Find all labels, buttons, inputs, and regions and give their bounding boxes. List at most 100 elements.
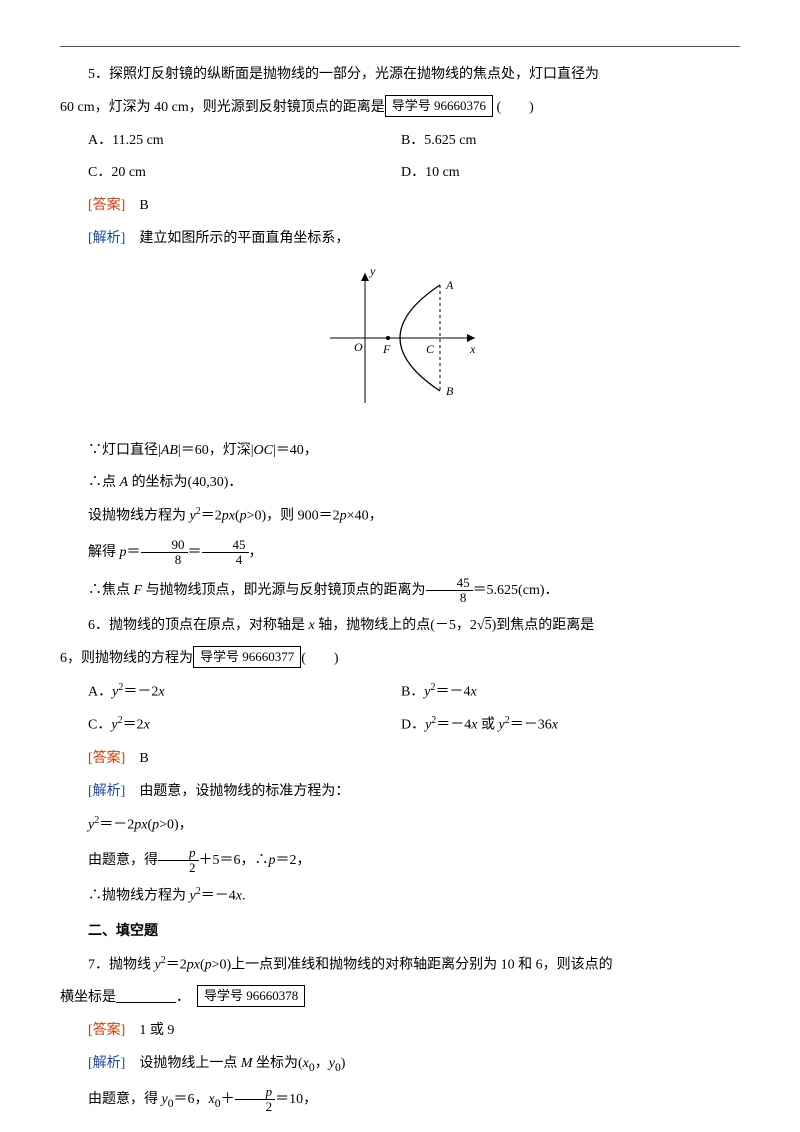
q5-s4-eq2: ＝ [188,545,202,560]
oc-x: x [144,718,150,733]
q6-s3-pre: ∴抛物线方程为 [88,889,190,904]
q5-s2-pre: ∴点 [88,475,120,490]
q6-step3: ∴抛物线方程为 y2＝－4x. [60,881,740,912]
q5-s3-eq1p: ＝2 [201,509,222,524]
ob-pre: B． [401,685,424,700]
frac-den: 4 [202,553,249,567]
q5-number: 5． [88,67,109,82]
q6-opts-row2: C．y2＝2x D．y2＝－4x 或 y2＝－36x [60,710,740,741]
q7-s1-end: ＝10， [275,1092,317,1107]
q7-eq: ＝2 [166,957,187,972]
q5-s4-eq: ＝ [127,545,141,560]
ob-post: ＝－4 [436,685,471,700]
q5-s3-gt: >0)，则 900＝2 [247,509,340,524]
q7-text-pre: 抛物线 [109,957,155,972]
q6-s3-end: . [242,889,246,904]
analysis-label: [解析] [88,784,125,799]
q5-cont: 60 cm，灯深为 40 cm，则光源到反射镜顶点的距离是 [60,100,385,115]
q5-step4: 解得 p＝908＝454， [60,535,740,571]
diagram-O: O [354,340,363,354]
od-mid2: ＝－36 [510,718,552,733]
q6-paren: ( ) [301,651,338,666]
frac-den: 2 [158,861,199,875]
q5-s3-p2: p [240,509,247,524]
oa-pre: A． [88,685,112,700]
diagram-B: B [446,384,454,398]
q6-line1: 6．抛物线的顶点在原点，对称轴是 x 轴，抛物线上的点(－5，2√5)到焦点的距… [60,611,740,642]
q7-ans: 1 或 9 [139,1023,174,1038]
q6-optD: D．y2＝－4x 或 y2＝－36x [401,710,740,741]
q5-optA: A．11.25 cm [88,126,401,157]
q6-text-mid: 轴，抛物线上的点(－5，2 [315,618,477,633]
q7-comma: ， [315,1056,329,1071]
q7-M: M [241,1056,253,1071]
q5-s4-pre: 解得 [88,545,120,560]
q5-step3: 设抛物线方程为 y2＝2px(p>0)，则 900＝2p×40， [60,501,740,532]
q6-optB: B．y2＝－4x [401,677,740,708]
sqrt-symbol: √ [477,618,485,633]
diagram-A: A [445,278,454,292]
diagram-y-label: y [369,264,376,278]
q6-cont-pre: 6，则抛物线的方程为 [60,651,193,666]
q7-px: px [187,957,200,972]
frac-45-8: 458 [426,576,473,606]
q6-step1: y2＝－2px(p>0)， [60,810,740,841]
q5-s5-f: F [134,583,143,598]
diagram-x-label: x [469,342,476,356]
q6-text-pre: 抛物线的顶点在原点，对称轴是 [109,618,309,633]
q6-s2-mid: ＋5＝6，∴ [199,853,269,868]
document-body: 5．探照灯反射镜的纵断面是抛物线的一部分，光源在抛物线的焦点处，灯口直径为 60… [60,60,740,1119]
q5-opts-row1: A．11.25 cm B．5.625 cm [60,126,740,157]
q5-s1-ab: AB [161,443,178,458]
q5-s4-comma: ， [249,545,263,560]
q6-num: 6． [88,618,109,633]
q7-p2: p [205,957,212,972]
q7-analysis: [解析] 设抛物线上一点 M 坐标为(x0，y0) [60,1049,740,1080]
q6-answer: [答案] B [60,744,740,775]
q6-text-post: )到焦点的距离是 [492,618,595,633]
q5-step1: ∵灯口直径|AB|＝60，灯深|OC|＝40， [60,436,740,467]
q5-s5-end: ＝5.625(cm)． [473,583,559,598]
frac-den: 8 [141,553,188,567]
q7-line2: 横坐标是． 导学号 96660378 [60,983,740,1014]
diagram-F: F [382,342,391,356]
od-x2: x [552,718,558,733]
q6-ans: B [139,751,148,766]
frac-p-2: p2 [158,846,199,876]
oa-post: ＝－2 [123,685,158,700]
q6-s1-mid: ＝－2 [99,817,134,832]
frac-45-4: 454 [202,538,249,568]
parabola-figure: y x O F C A B [310,263,490,413]
q5-ref-box: 导学号 96660376 [385,95,493,117]
q6-opts-row1: A．y2＝－2x B．y2＝－4x [60,677,740,708]
q6-line2: 6，则抛物线的方程为导学号 96660377( ) [60,644,740,675]
frac-90-8: 908 [141,538,188,568]
q7-text-mid: >0)上一点到准线和抛物线的对称轴距离分别为 10 和 6，则该点的 [212,957,613,972]
q7-step1: 由题意，得 y0＝6，x0＋p2＝10， [60,1082,740,1119]
answer-label: [答案] [88,1023,125,1038]
q5-line2: 60 cm，灯深为 40 cm，则光源到反射镜顶点的距离是导学号 9666037… [60,93,740,124]
q5-s3-end: ×40， [347,509,383,524]
q6-analysis-lead: [解析] 由题意，设抛物线的标准方程为： [60,777,740,808]
q5-s1-mid1: |＝60，灯深| [178,443,254,458]
q5-step5: ∴焦点 F 与抛物线顶点，即光源与反射镜顶点的距离为458＝5.625(cm)． [60,573,740,609]
sqrt-5: 5 [485,618,492,633]
q5-s3-pre: 设抛物线方程为 [88,509,190,524]
q7-ref-box: 导学号 96660378 [197,985,305,1007]
q7-ana-end: ) [341,1056,346,1071]
q5-opts-row2: C．20 cm D．10 cm [60,158,740,189]
q6-ref-box: 导学号 96660377 [193,646,301,668]
q5-s1-oc: OC [254,443,273,458]
q7-s1-pre: 由题意，得 [88,1092,162,1107]
frac-num: 45 [426,576,473,591]
od-pre: D． [401,718,425,733]
q5-ana-lead: 建立如图所示的平面直角坐标系， [139,231,349,246]
frac-p-2b: p2 [235,1085,276,1115]
frac-den: 8 [426,591,473,605]
q5-text1: 探照灯反射镜的纵断面是抛物线的一部分，光源在抛物线的焦点处，灯口直径为 [109,67,599,82]
q5-s2-post: 的坐标为(40,30)． [128,475,242,490]
q5-step2: ∴点 A 的坐标为(40,30)． [60,468,740,499]
analysis-label: [解析] [88,231,125,246]
oa-x: x [158,685,164,700]
frac-num: 90 [141,538,188,553]
